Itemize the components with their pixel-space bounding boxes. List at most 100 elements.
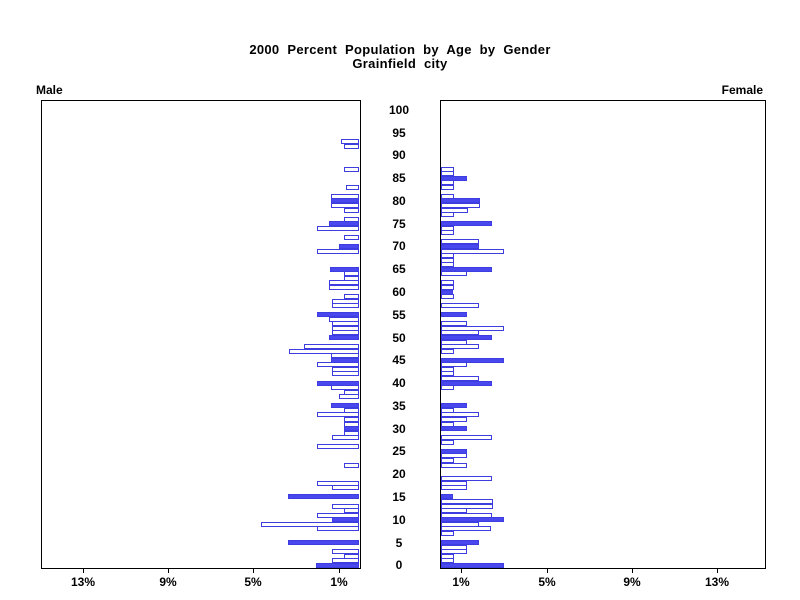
bar-male-age-83 xyxy=(346,185,359,190)
bar-male-age-22 xyxy=(344,463,359,468)
bar-male-age-76 xyxy=(344,217,359,222)
bar-female-age-60 xyxy=(441,290,453,295)
bar-male-age-61 xyxy=(329,285,359,290)
percent-tick-male-5 xyxy=(253,568,254,573)
age-tick-label-95: 95 xyxy=(392,126,406,140)
percent-tick-label-female-13: 13% xyxy=(704,575,730,589)
bar-female-age-47 xyxy=(441,349,454,354)
age-tick-label-20: 20 xyxy=(392,467,406,481)
bar-male-age-78 xyxy=(344,208,359,213)
bar-female-age-71 xyxy=(441,239,479,244)
bar-female-age-50 xyxy=(441,335,492,340)
bar-female-age-65 xyxy=(441,267,492,272)
bar-male-age-92 xyxy=(344,144,359,149)
bar-male-age-29 xyxy=(344,431,359,436)
bar-male-age-72 xyxy=(344,235,359,240)
bar-male-age-38 xyxy=(344,390,359,395)
bar-female-age-62 xyxy=(441,280,454,285)
bar-female-age-45 xyxy=(441,358,504,363)
age-tick-label-30: 30 xyxy=(392,422,406,436)
bar-male-age-58 xyxy=(332,299,359,304)
percent-tick-male-1 xyxy=(339,568,340,573)
bar-female-age-79 xyxy=(441,203,480,208)
bar-female-age-52 xyxy=(441,326,504,331)
bar-male-age-93 xyxy=(341,139,359,144)
female-side-label: Female xyxy=(721,83,763,97)
bar-female-age-15 xyxy=(441,494,453,499)
percent-tick-label-female-9: 9% xyxy=(623,575,641,589)
age-tick-label-25: 25 xyxy=(392,444,406,458)
bar-male-age-55 xyxy=(317,312,359,317)
bar-male-age-59 xyxy=(344,294,359,299)
bar-female-age-19 xyxy=(441,476,492,481)
age-tick-label-60: 60 xyxy=(392,285,406,299)
bar-female-age-69 xyxy=(441,249,504,254)
bar-male-age-34 xyxy=(344,408,359,413)
percent-tick-female-1 xyxy=(461,568,462,573)
age-tick-label-10: 10 xyxy=(392,513,406,527)
bar-female-age-85 xyxy=(441,176,467,181)
bar-female-age-61 xyxy=(441,285,454,290)
bar-male-age-87 xyxy=(344,167,359,172)
age-tick-label-40: 40 xyxy=(392,376,406,390)
bar-male-age-33 xyxy=(317,412,359,417)
age-tick-label-100: 100 xyxy=(388,103,410,117)
bar-female-age-33 xyxy=(441,412,479,417)
bar-male-age-35 xyxy=(331,403,359,408)
bar-male-age-74 xyxy=(317,226,359,231)
bar-male-age-65 xyxy=(330,267,359,272)
age-tick-label-35: 35 xyxy=(392,399,406,413)
age-tick-label-90: 90 xyxy=(392,148,406,162)
age-tick-label-80: 80 xyxy=(392,194,406,208)
bar-female-age-13 xyxy=(441,504,493,509)
bar-male-age-40 xyxy=(317,381,359,386)
bar-male-age-47 xyxy=(289,349,359,354)
bar-female-age-53 xyxy=(441,321,467,326)
bar-male-age-18 xyxy=(317,481,359,486)
bar-female-age-43 xyxy=(441,367,454,372)
bar-male-age-26 xyxy=(317,444,359,449)
bar-male-age-43 xyxy=(332,367,359,372)
percent-tick-label-female-5: 5% xyxy=(538,575,556,589)
age-tick-label-55: 55 xyxy=(392,308,406,322)
bar-male-age-0 xyxy=(316,563,359,568)
bar-female-age-81 xyxy=(441,194,454,199)
bar-male-age-70 xyxy=(339,244,359,249)
chart-title: 2000 Percent Population by Age by Gender xyxy=(249,42,551,57)
bar-male-age-15 xyxy=(288,494,359,499)
bar-female-age-32 xyxy=(441,417,467,422)
percent-tick-label-male-13: 13% xyxy=(70,575,96,589)
age-tick-label-15: 15 xyxy=(392,490,406,504)
bar-female-age-74 xyxy=(441,226,454,231)
bar-male-age-52 xyxy=(332,326,359,331)
age-tick-label-70: 70 xyxy=(392,239,406,253)
bar-male-age-79 xyxy=(331,203,359,208)
bar-female-age-4 xyxy=(441,545,467,550)
bar-female-age-11 xyxy=(441,513,492,518)
percent-tick-label-male-1: 1% xyxy=(330,575,348,589)
age-tick-label-75: 75 xyxy=(392,217,406,231)
bar-male-age-13 xyxy=(332,504,359,509)
bar-female-age-0 xyxy=(441,563,504,568)
percent-tick-male-13 xyxy=(83,568,84,573)
bar-male-age-3 xyxy=(332,549,359,554)
bar-female-age-22 xyxy=(441,463,467,468)
bar-female-age-55 xyxy=(441,312,467,317)
bar-female-age-7 xyxy=(441,531,454,536)
bar-female-age-30 xyxy=(441,426,467,431)
bar-female-age-40 xyxy=(441,381,492,386)
age-tick-label-0: 0 xyxy=(395,558,403,572)
bar-male-age-5 xyxy=(288,540,359,545)
bar-female-age-23 xyxy=(441,458,454,463)
bar-male-age-50 xyxy=(329,335,359,340)
bar-male-age-11 xyxy=(317,513,359,518)
bar-female-age-80 xyxy=(441,198,480,203)
percent-tick-female-5 xyxy=(547,568,548,573)
bar-female-age-83 xyxy=(441,185,454,190)
bar-female-age-78 xyxy=(441,208,468,213)
female-plot-area xyxy=(440,100,766,569)
male-side-label: Male xyxy=(36,83,63,97)
bar-male-age-81 xyxy=(331,194,359,199)
bar-male-age-32 xyxy=(344,417,359,422)
bar-female-age-5 xyxy=(441,540,479,545)
